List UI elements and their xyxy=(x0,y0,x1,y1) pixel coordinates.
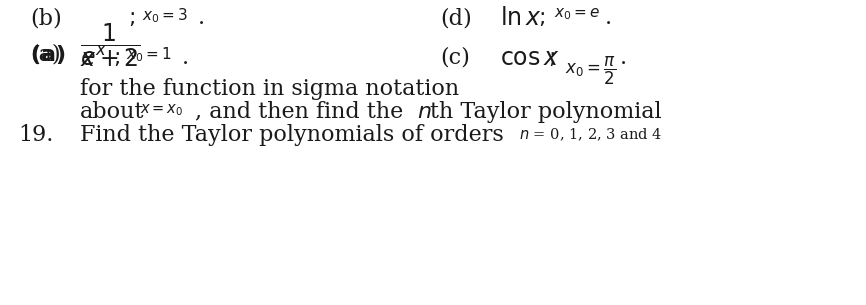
Text: $\ln x$: $\ln x$ xyxy=(500,7,541,30)
Text: , and then find the: , and then find the xyxy=(195,101,404,123)
Text: $x = x_0$: $x = x_0$ xyxy=(140,103,184,118)
Text: $\mathbf{(a)}$: $\mathbf{(a)}$ xyxy=(30,43,66,66)
Text: $;$: $;$ xyxy=(538,7,545,29)
Text: Find the Taylor polynomials of orders: Find the Taylor polynomials of orders xyxy=(80,124,504,146)
Text: $;$: $;$ xyxy=(548,47,555,69)
Text: (a): (a) xyxy=(30,43,61,65)
Text: about: about xyxy=(80,101,145,123)
Text: $\cos x$: $\cos x$ xyxy=(500,47,559,70)
Text: 19.: 19. xyxy=(18,124,54,146)
Text: $\dfrac{1}{x+2}$: $\dfrac{1}{x+2}$ xyxy=(80,22,140,69)
Text: $n$ = 0, 1, 2, 3 and 4: $n$ = 0, 1, 2, 3 and 4 xyxy=(519,126,662,143)
Text: $e^x$: $e^x$ xyxy=(80,47,107,71)
Text: th Taylor polynomial: th Taylor polynomial xyxy=(430,101,662,123)
Text: $x_0 = e$: $x_0 = e$ xyxy=(554,6,600,22)
Text: .: . xyxy=(182,47,189,69)
Text: $;$: $;$ xyxy=(113,47,120,69)
Text: (b): (b) xyxy=(30,7,61,29)
Text: .: . xyxy=(620,47,627,69)
Text: .: . xyxy=(198,7,205,29)
Text: (d): (d) xyxy=(440,7,472,29)
Text: $n$: $n$ xyxy=(417,101,431,123)
Text: .: . xyxy=(605,7,612,29)
Text: $x_0 = 3$: $x_0 = 3$ xyxy=(142,6,188,25)
Text: for the function in sigma notation: for the function in sigma notation xyxy=(80,78,459,100)
Text: (c): (c) xyxy=(440,47,470,69)
Text: $;$: $;$ xyxy=(128,7,135,29)
Text: $x_0 = 1$: $x_0 = 1$ xyxy=(126,45,171,64)
Text: $x_0 = \dfrac{\pi}{2}$: $x_0 = \dfrac{\pi}{2}$ xyxy=(565,55,617,87)
